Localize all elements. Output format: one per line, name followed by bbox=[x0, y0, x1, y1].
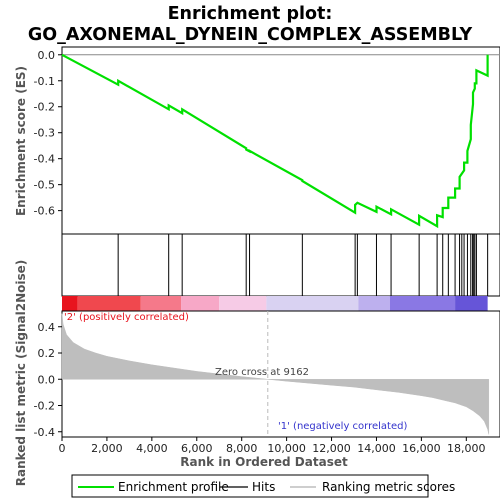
colorbar-segment bbox=[181, 296, 220, 311]
ranking-colorbar bbox=[62, 296, 488, 311]
colorbar-segment bbox=[358, 296, 390, 311]
legend-enrichment-label: Enrichment profile bbox=[118, 480, 229, 494]
es-y-axis: 0.0 -0.1 -0.2 -0.3 -0.4 -0.5 -0.6 bbox=[34, 49, 62, 218]
colorbar-segment bbox=[62, 296, 78, 311]
hits-panel bbox=[61, 233, 500, 297]
es-y-tick-label: 0.0 bbox=[38, 49, 56, 62]
ranking-metric-area bbox=[61, 313, 490, 435]
legend-metric-label: Ranking metric scores bbox=[322, 480, 455, 494]
es-panel bbox=[61, 46, 500, 235]
enrichment-profile-series bbox=[61, 53, 489, 229]
metric-y-axis: 0.4 0.2 0.0 -0.2 -0.4 bbox=[34, 321, 62, 439]
metric-y-tick-label: -0.2 bbox=[34, 400, 55, 413]
chart-title-line1: Enrichment plot: bbox=[168, 4, 333, 24]
zero-cross-label: Zero cross at 9162 bbox=[215, 367, 309, 378]
colorbar-segment bbox=[389, 296, 456, 311]
es-y-tick-label: -0.6 bbox=[34, 205, 55, 218]
x-tick-label: 12,000 bbox=[312, 442, 351, 455]
es-y-axis-label: Enrichment score (ES) bbox=[14, 66, 28, 216]
colorbar-segment bbox=[266, 296, 359, 311]
x-tick-label: 8,000 bbox=[226, 442, 258, 455]
metric-y-tick-label: -0.4 bbox=[34, 426, 55, 439]
x-tick-label: 6,000 bbox=[181, 442, 213, 455]
metric-y-tick-label: 0.2 bbox=[38, 347, 56, 360]
metric-y-tick-label: 0.0 bbox=[38, 373, 56, 386]
metric-y-axis-label: Ranked list metric (Signal2Noise) bbox=[14, 260, 28, 487]
colorbar-segment bbox=[455, 296, 488, 311]
x-tick-label: 10,000 bbox=[267, 442, 306, 455]
x-tick-label: 18,000 bbox=[447, 442, 486, 455]
x-tick-label: 14,000 bbox=[357, 442, 396, 455]
es-y-tick-label: -0.5 bbox=[34, 179, 55, 192]
x-tick-label: 2,000 bbox=[91, 442, 123, 455]
es-y-tick-label: -0.1 bbox=[34, 75, 55, 88]
x-axis-label: Rank in Ordered Dataset bbox=[180, 455, 348, 469]
x-tick-label: 0 bbox=[59, 442, 66, 455]
negative-correlation-label: '1' (negatively correlated) bbox=[278, 421, 407, 432]
legend-box bbox=[71, 474, 429, 498]
es-y-tick-label: -0.2 bbox=[34, 101, 55, 114]
legend-hits-label: Hits bbox=[252, 480, 275, 494]
x-tick-label: 16,000 bbox=[402, 442, 441, 455]
ranking-metric-series bbox=[61, 313, 490, 435]
positive-correlation-label: '2' (positively correlated) bbox=[64, 312, 189, 323]
legend: Enrichment profile Hits Ranking metric s… bbox=[71, 474, 455, 498]
hits-series bbox=[117, 234, 489, 296]
x-axis: 0 2,000 4,000 6,000 8,000 10,000 12,000 14,000 1… bbox=[59, 437, 486, 455]
colorbar-segment bbox=[140, 296, 182, 311]
chart-title-line2: GO_AXONEMAL_DYNEIN_COMPLEX_ASSEMBLY bbox=[28, 25, 473, 45]
colorbar-segment bbox=[77, 296, 141, 311]
colorbar-segment bbox=[219, 296, 267, 311]
metric-y-tick-label: 0.4 bbox=[38, 321, 56, 334]
x-tick-label: 4,000 bbox=[136, 442, 168, 455]
es-y-tick-label: -0.4 bbox=[34, 153, 55, 166]
es-y-tick-label: -0.3 bbox=[34, 127, 55, 140]
enrichment-profile-line bbox=[61, 53, 489, 229]
